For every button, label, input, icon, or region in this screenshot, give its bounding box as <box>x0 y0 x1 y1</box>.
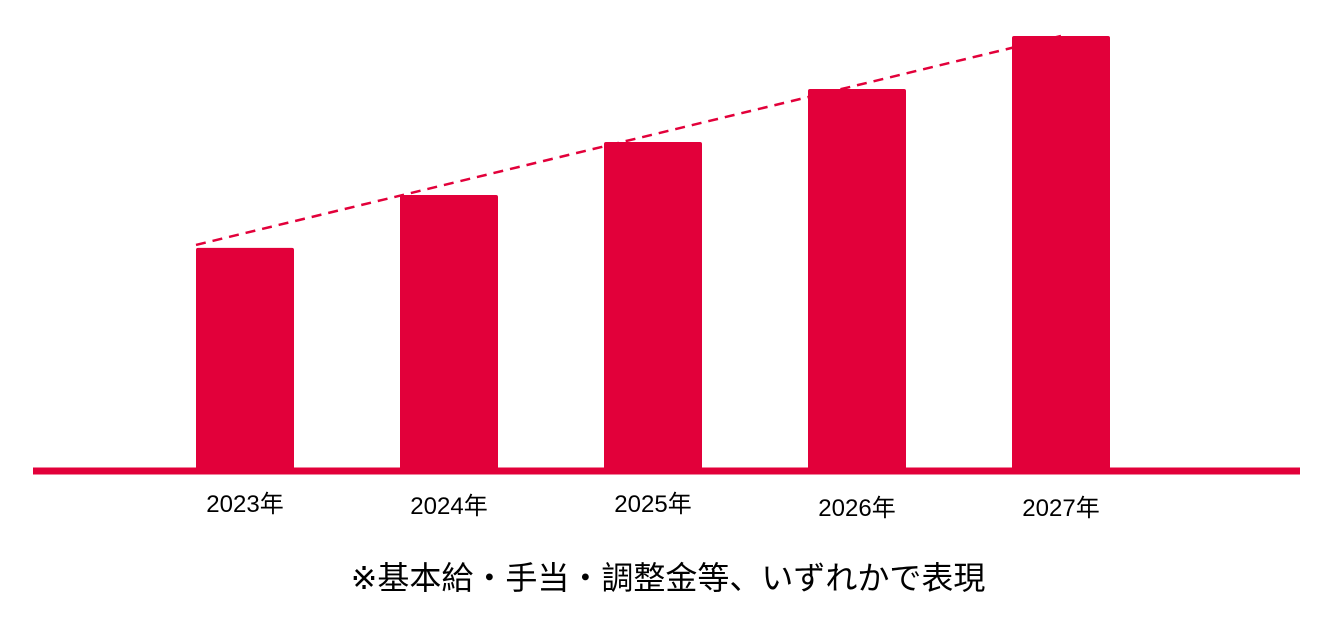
footnote: ※基本給・手当・調整金等、いずれかで表現 <box>350 559 986 597</box>
x-tick-label: 2023年 <box>206 491 283 518</box>
x-tick-label: 2024年 <box>410 493 487 520</box>
x-tick-labels: 2023年 2024年 2025年 2026年 2027年 <box>206 491 1099 522</box>
bar-2025 <box>604 141 702 470</box>
x-tick-label: 2025年 <box>614 491 691 518</box>
trend-line <box>195 34 1062 247</box>
x-tick-label: 2027年 <box>1022 495 1099 522</box>
bars-group <box>196 36 1110 470</box>
bar-2026 <box>808 88 906 470</box>
bar-2023 <box>196 247 294 470</box>
x-tick-label: 2026年 <box>818 495 895 522</box>
bar-2027 <box>1012 36 1110 470</box>
bar-2024 <box>400 194 498 470</box>
